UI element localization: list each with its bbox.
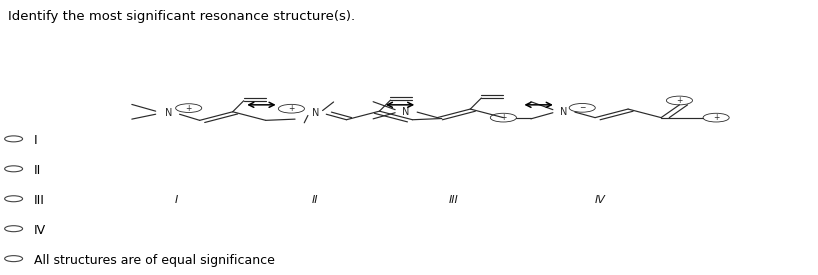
Text: III: III <box>34 194 45 207</box>
Text: N: N <box>312 108 319 118</box>
Text: +: + <box>288 104 294 113</box>
Text: +: + <box>713 113 719 122</box>
Text: IV: IV <box>34 224 46 237</box>
Text: +: + <box>186 104 192 112</box>
Text: II: II <box>312 195 318 205</box>
Text: N: N <box>560 106 568 117</box>
Text: I: I <box>175 195 178 205</box>
Text: +: + <box>676 96 683 105</box>
Text: II: II <box>34 164 41 177</box>
Text: +: + <box>500 113 506 122</box>
Text: Identify the most significant resonance structure(s).: Identify the most significant resonance … <box>8 10 355 23</box>
Text: −: − <box>579 103 586 112</box>
Text: III: III <box>449 195 459 205</box>
Text: N: N <box>402 106 410 117</box>
Text: IV: IV <box>596 195 606 205</box>
Text: All structures are of equal significance: All structures are of equal significance <box>34 254 275 267</box>
Text: I: I <box>34 134 38 147</box>
Text: N: N <box>164 108 173 118</box>
